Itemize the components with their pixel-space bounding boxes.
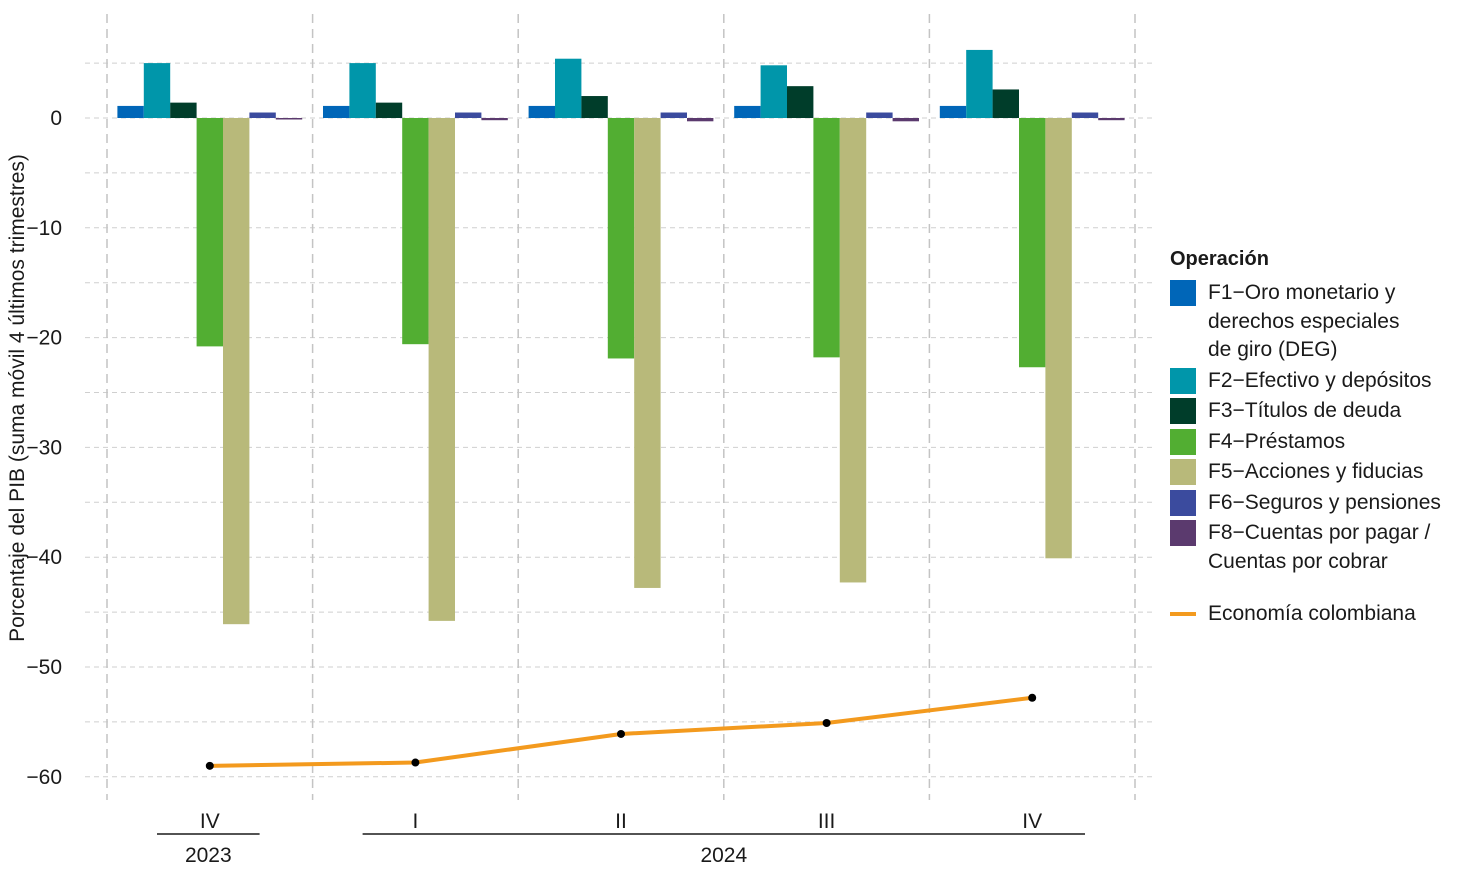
bar: [170, 102, 197, 118]
bar: [196, 118, 223, 347]
bar: [223, 118, 250, 625]
legend-swatch: [1170, 367, 1196, 394]
y-tick-label: −20: [26, 327, 62, 350]
bar: [1071, 112, 1099, 118]
chart-area: 0 −10 −20 −30 −40 −50 −60 Porcentaje del PIB (s…: [6, 14, 1155, 867]
year-label: 2023: [185, 844, 232, 867]
bar: [481, 118, 508, 121]
bar: [892, 118, 919, 122]
bar: [323, 105, 350, 118]
y-tick-label: −50: [26, 656, 62, 679]
line-point: [205, 761, 214, 770]
legend: Operación F1−Oro monetario y derechos es…: [1170, 248, 1475, 629]
bar: [402, 118, 429, 345]
bar: [349, 63, 376, 118]
legend-label: F2−Efectivo y depósitos: [1208, 368, 1432, 392]
legend-swatch: [1170, 520, 1196, 546]
legend-item: F3−Títulos de deuda: [1170, 397, 1475, 426]
legend-label: F4−Préstamos: [1208, 429, 1346, 453]
legend-label: F8−Cuentas por pagar / Cuentas por cobra…: [1208, 521, 1431, 573]
legend-item: F2−Efectivo y depósitos: [1170, 367, 1475, 396]
bar: [275, 118, 303, 120]
bar: [813, 118, 840, 358]
bar: [1019, 118, 1046, 368]
bar: [375, 102, 403, 118]
y-tick-label: −40: [26, 546, 62, 569]
y-axis-label: Porcentaje del PIB (suma móvil 4 últimos…: [6, 154, 29, 642]
legend-swatch: [1170, 428, 1196, 455]
bar: [581, 96, 608, 118]
legend-item: F8−Cuentas por pagar / Cuentas por cobra…: [1170, 519, 1475, 576]
legend-label-line: Economía colombiana: [1208, 602, 1416, 625]
bar: [660, 112, 687, 118]
bar: [528, 105, 555, 118]
x-tick-label: III: [818, 810, 836, 833]
bar: [992, 89, 1019, 118]
y-tick-label: −10: [26, 217, 62, 240]
bar: [607, 118, 635, 359]
y-tick-label: −30: [26, 436, 62, 459]
legend-item-economia: Economía colombiana: [1170, 600, 1475, 629]
year-label: 2024: [700, 844, 747, 867]
legend-line-swatch: [1170, 612, 1196, 617]
line-point: [822, 718, 831, 727]
legend-label: F5−Acciones y fiducias: [1208, 460, 1424, 483]
bar: [939, 105, 967, 118]
bar: [760, 65, 787, 118]
line-point: [617, 729, 625, 738]
legend-swatch: [1170, 398, 1196, 424]
bar: [555, 58, 582, 118]
bar: [634, 118, 661, 588]
legend-swatch: [1170, 459, 1196, 485]
y-tick-label: 0: [50, 107, 62, 130]
bar: [734, 105, 761, 118]
bar: [249, 112, 276, 118]
x-tick-label: I: [412, 810, 418, 833]
legend-item: F6−Seguros y pensiones: [1170, 489, 1475, 518]
bar: [839, 118, 867, 583]
legend-swatch: [1170, 489, 1196, 516]
bar: [1098, 118, 1125, 121]
line-point: [411, 758, 420, 767]
bar: [687, 118, 714, 122]
bar: [966, 49, 993, 119]
legend-swatch: [1170, 280, 1196, 306]
bar: [1045, 118, 1072, 559]
bar: [455, 112, 482, 118]
legend-label: F6−Seguros y pensiones: [1208, 490, 1441, 514]
bar: [866, 112, 893, 118]
y-tick-label: −60: [26, 766, 62, 789]
bar: [117, 105, 144, 118]
x-tick-label: II: [615, 810, 627, 833]
legend-item: F4−Préstamos: [1170, 428, 1475, 457]
line-point: [1028, 693, 1037, 702]
bar: [787, 86, 814, 118]
legend-label: F1−Oro monetario y derechos especiales d…: [1208, 281, 1400, 361]
legend-label: F3−Títulos de deuda: [1208, 399, 1402, 422]
legend-item: F5−Acciones y fiducias: [1170, 458, 1475, 487]
x-tick-label: IV: [1022, 810, 1042, 833]
bar: [143, 63, 171, 118]
legend-item: F1−Oro monetario y derechos especiales d…: [1170, 279, 1475, 365]
x-tick-label: IV: [200, 810, 220, 833]
legend-title: Operación: [1170, 248, 1269, 270]
bar: [428, 118, 455, 621]
